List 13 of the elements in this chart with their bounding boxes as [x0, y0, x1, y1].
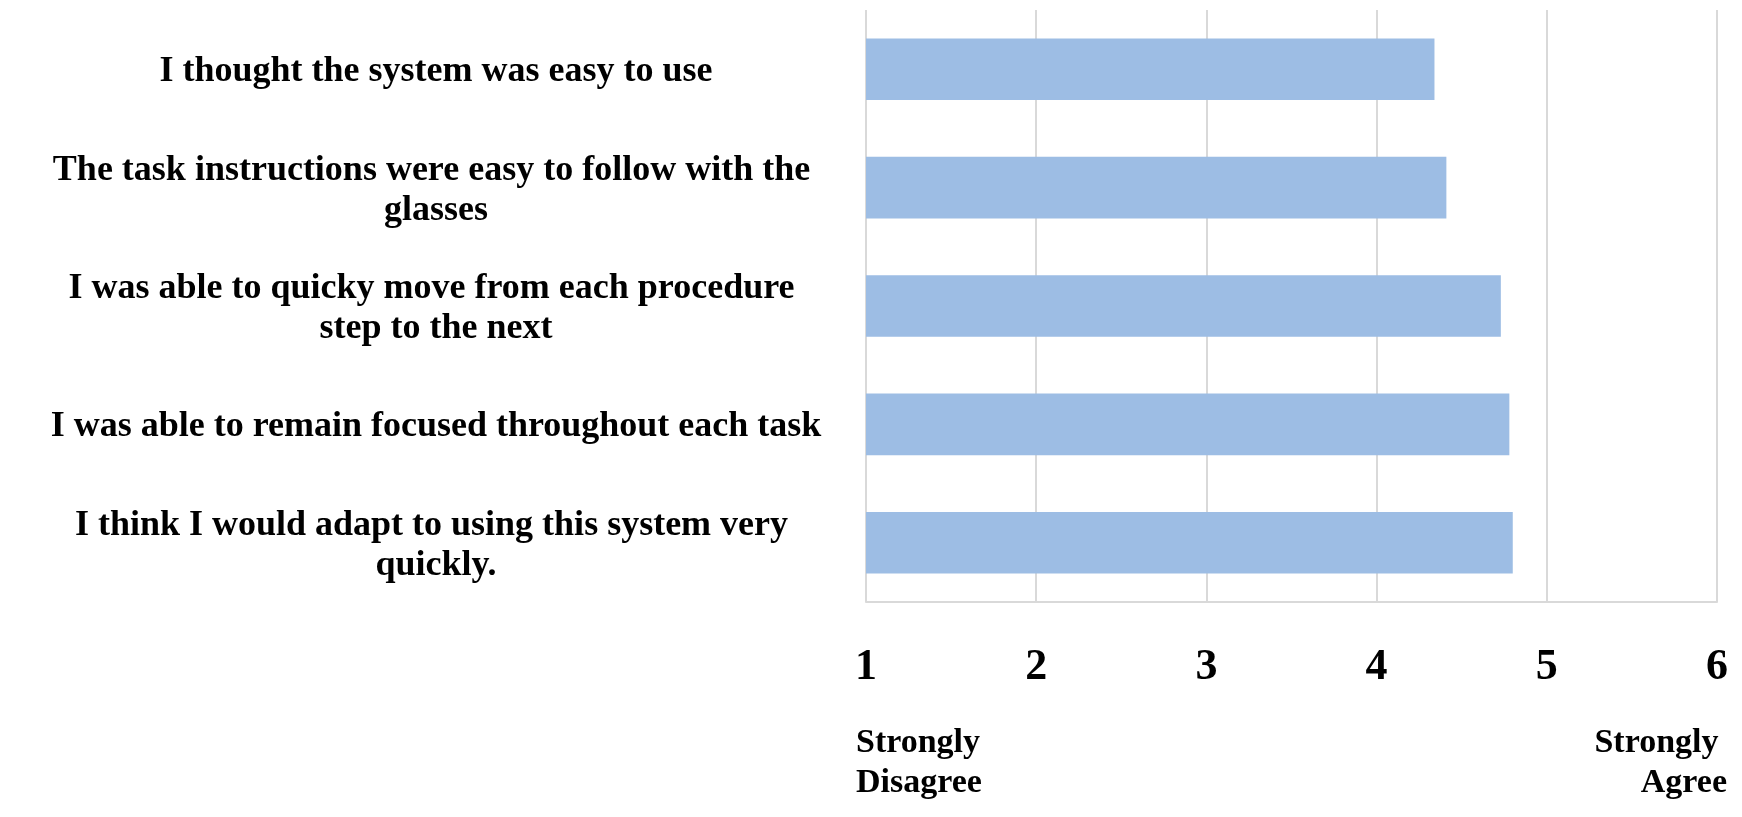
- y-tick-label: I was able to remain focused throughout each task: [50, 404, 822, 445]
- y-tick-label: The task instructions were easy to follow with the glasses: [52, 147, 820, 228]
- text: Strongly Agree: [1594, 721, 1727, 799]
- x-tick-label: 3: [1195, 639, 1218, 689]
- text: Strongly Disagree: [856, 721, 989, 799]
- y-tick-label: I think I would adapt to using this system very quickly.: [74, 502, 798, 583]
- x-tick-label: 4: [1365, 639, 1388, 689]
- y-tick-label: I was able to quicky move from each procedure step to the next: [68, 266, 804, 346]
- x-tick-label: 2: [1025, 639, 1048, 689]
- x-tick-label: 5: [1535, 639, 1558, 689]
- y-tick-label: I thought the system was easy to use: [159, 49, 713, 90]
- x-tick-label: 1: [855, 639, 877, 689]
- x-tick-label: 6: [1706, 639, 1728, 689]
